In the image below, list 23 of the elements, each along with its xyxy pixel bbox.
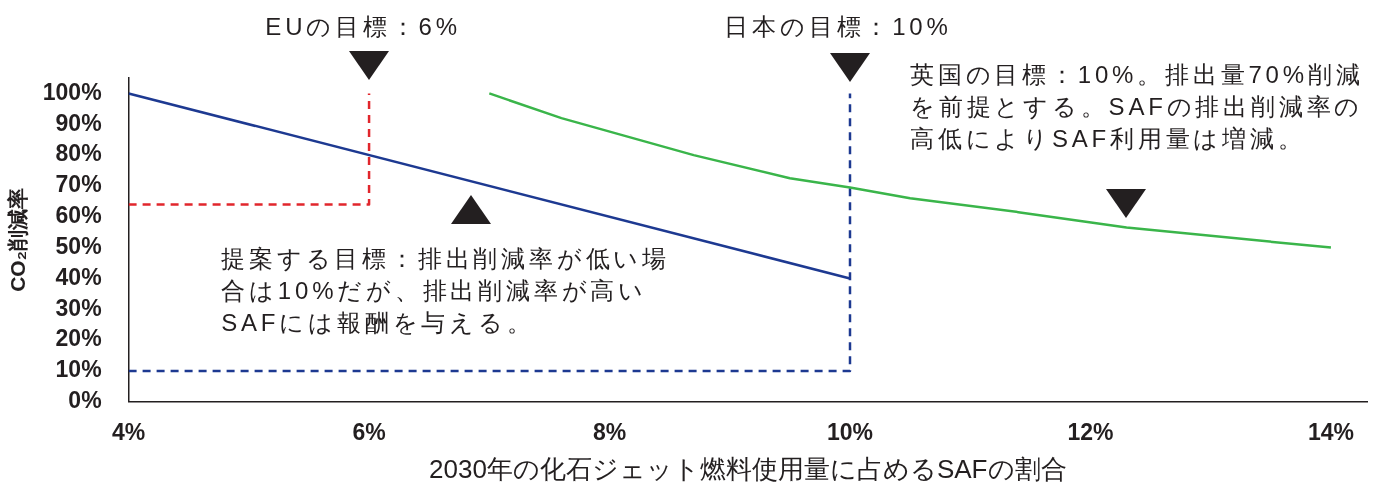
y-tick-label: 50%: [55, 232, 102, 259]
x-tick-label: 8%: [592, 418, 627, 445]
annotation: 日本の目標：10%: [723, 12, 953, 43]
x-tick-label: 14%: [1307, 418, 1354, 445]
x-tick-label: 6%: [352, 418, 386, 445]
y-tick-label: 100%: [42, 78, 102, 105]
y-axis-title: CO₂削減率: [6, 187, 30, 292]
x-tick-label: 4%: [111, 418, 146, 445]
x-axis-title: 2030年の化石ジェット燃料使用量に占めるSAFの割合: [429, 453, 1067, 484]
y-tick-label: 60%: [55, 202, 102, 229]
y-tick-label: 20%: [55, 325, 102, 352]
annotation: 提案する目標：排出削減率が低い場合は10%だが、排出削減率が高いSAFには報酬を与える。: [221, 243, 672, 338]
y-tick-label: 70%: [55, 171, 102, 198]
y-tick-label: 30%: [55, 294, 102, 321]
x-tick-label: 12%: [1067, 418, 1114, 445]
x-tick-label: 10%: [826, 418, 874, 445]
y-tick-label: 80%: [55, 140, 102, 167]
y-tick-label: 40%: [55, 263, 102, 290]
y-tick-label: 0%: [68, 387, 102, 414]
y-tick-label: 90%: [55, 109, 102, 136]
annotation: 英国の目標：10%。排出量70%削減を前提とする。SAFの排出削減率の高低によりSAF利用量は増減。: [910, 60, 1365, 154]
y-tick-label: 10%: [55, 356, 102, 383]
annotation: EUの目標：6%: [264, 12, 462, 43]
